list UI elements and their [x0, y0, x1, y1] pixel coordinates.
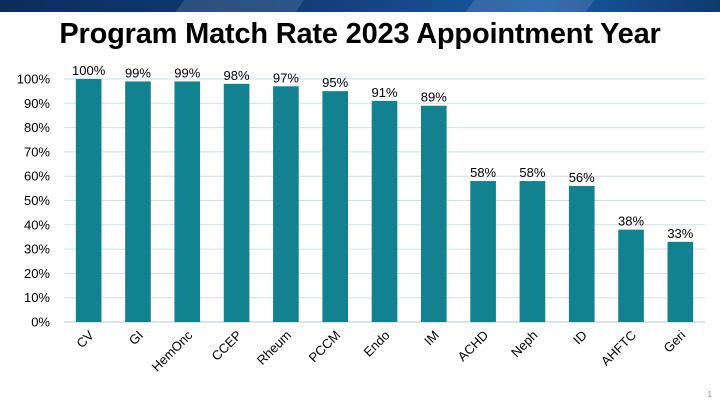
bar-gi — [125, 81, 151, 323]
x-tick-label: Endo — [361, 328, 393, 360]
y-tick-label: 70% — [24, 144, 50, 159]
bar-ahftc — [618, 229, 644, 322]
y-tick-label: 20% — [24, 266, 50, 281]
x-tick-label: CCEP — [209, 328, 245, 364]
bar-endo — [371, 100, 398, 323]
y-tick-label: 80% — [24, 120, 50, 135]
data-label: 98% — [224, 68, 250, 83]
data-label: 99% — [125, 65, 151, 80]
bar-hemonc — [174, 81, 201, 323]
data-label: 91% — [371, 85, 397, 100]
y-tick-label: 10% — [24, 290, 50, 305]
bar-geri — [667, 241, 694, 322]
bar-pccm — [322, 91, 349, 323]
x-tick-label: Neph — [508, 328, 541, 361]
data-label: 89% — [421, 90, 447, 105]
y-tick-label: 60% — [24, 169, 50, 184]
x-tick-label: CV — [73, 327, 97, 351]
slide-number: 1 — [707, 390, 712, 399]
bar-rheum — [273, 86, 299, 322]
bar-im — [420, 105, 447, 322]
y-tick-label: 100% — [17, 72, 51, 87]
x-tick-label: AHFTC — [598, 328, 639, 369]
x-tick-label: IM — [421, 328, 442, 349]
bar-id — [568, 185, 595, 322]
data-label: 99% — [174, 65, 200, 80]
data-label: 97% — [273, 70, 299, 85]
x-tick-label: PCCM — [306, 328, 344, 366]
header-band — [0, 0, 720, 12]
x-tick-label: ID — [570, 328, 590, 348]
data-label: 56% — [569, 170, 595, 185]
x-tick-label: Geri — [660, 327, 688, 355]
x-tick-label: Rheum — [254, 328, 294, 368]
x-tick-label: ACHD — [455, 328, 492, 365]
y-tick-label: 30% — [24, 242, 50, 257]
bar-cv — [75, 79, 102, 322]
x-tick-label: GI — [126, 328, 146, 348]
y-tick-label: 0% — [31, 315, 50, 330]
data-label: 100% — [72, 63, 106, 78]
y-tick-label: 90% — [24, 96, 50, 111]
data-label: 58% — [519, 165, 545, 180]
bar-achd — [470, 181, 496, 322]
data-label: 33% — [667, 226, 693, 241]
x-tick-label: HemOnc — [149, 327, 196, 374]
data-label: 58% — [470, 165, 496, 180]
data-label: 95% — [322, 75, 348, 90]
bar-neph — [519, 181, 546, 322]
bar-ccep — [223, 83, 250, 322]
y-tick-label: 40% — [24, 217, 50, 232]
page-title: Program Match Rate 2023 Appointment Year — [59, 18, 661, 50]
y-tick-label: 50% — [24, 193, 50, 208]
data-label: 38% — [618, 214, 644, 229]
